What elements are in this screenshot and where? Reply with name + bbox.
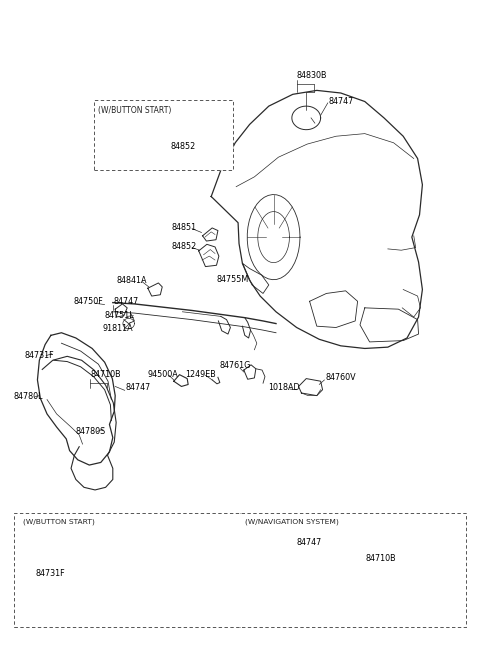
Text: 84751L: 84751L [105, 310, 134, 320]
Text: 84747: 84747 [329, 97, 354, 106]
Text: 1018AD: 1018AD [268, 383, 300, 392]
Text: 84731F: 84731F [25, 351, 55, 360]
Text: 94500A: 94500A [148, 369, 179, 379]
Text: (W/BUTTON START): (W/BUTTON START) [23, 519, 95, 525]
Text: 84780S: 84780S [76, 427, 106, 436]
Text: 1249EB: 1249EB [185, 369, 216, 379]
Text: (W/NAVIGATION SYSTEM): (W/NAVIGATION SYSTEM) [245, 519, 339, 525]
Text: 84852: 84852 [170, 142, 196, 151]
Text: 84747: 84747 [297, 538, 322, 547]
Text: 84851: 84851 [172, 223, 197, 232]
Text: 84731F: 84731F [36, 569, 66, 578]
Text: 84750F: 84750F [73, 297, 103, 307]
Text: 84747: 84747 [126, 383, 151, 392]
Text: 91811A: 91811A [102, 324, 133, 333]
Text: 84760V: 84760V [325, 373, 356, 382]
Text: 84710B: 84710B [90, 369, 121, 379]
Bar [94, 100, 233, 170]
Text: 84761G: 84761G [220, 361, 251, 370]
Text: 84852: 84852 [172, 242, 197, 251]
Text: 84747: 84747 [114, 297, 139, 307]
Text: 84710B: 84710B [366, 553, 396, 563]
Text: (W/BUTTON START): (W/BUTTON START) [98, 105, 172, 115]
Bar [14, 513, 466, 627]
Text: 84841A: 84841A [116, 276, 147, 285]
Text: 84780L: 84780L [13, 392, 43, 402]
Text: 84755M: 84755M [217, 274, 249, 284]
Text: 84830B: 84830B [297, 71, 327, 80]
